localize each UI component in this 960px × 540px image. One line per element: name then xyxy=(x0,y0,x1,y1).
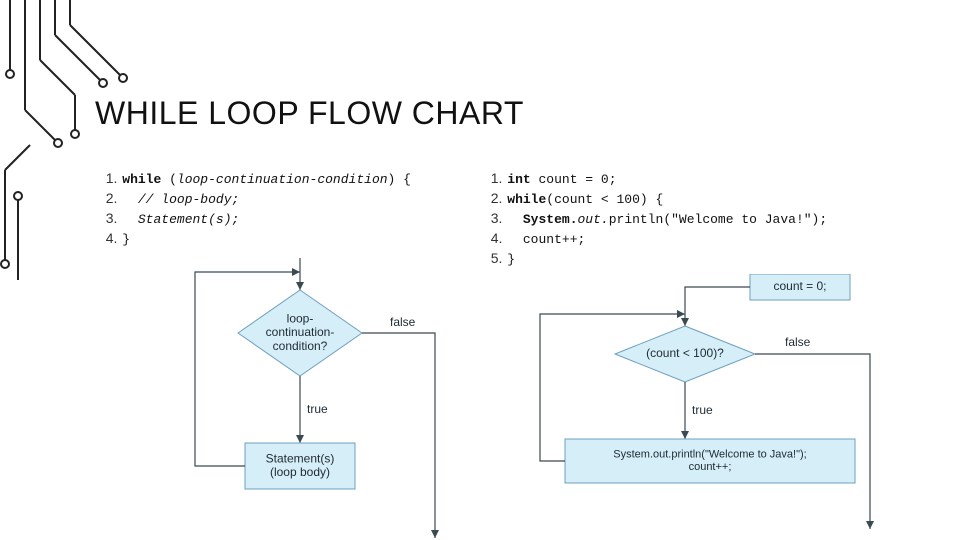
code-line: 3. Statement(s); xyxy=(95,210,480,228)
left-column: 1. while (loop-continuation-condition) { 2… xyxy=(95,170,480,540)
code-segment: count = 0; xyxy=(539,172,617,187)
generic-while-code: 1. while (loop-continuation-condition) { 2… xyxy=(95,170,480,248)
code-segment: System. xyxy=(507,212,577,227)
code-segment: Statement(s); xyxy=(122,212,239,227)
svg-text:count++;: count++; xyxy=(689,461,732,473)
line-number: 2. xyxy=(480,190,502,206)
code-line: 2. while(count < 100) { xyxy=(480,190,940,208)
code-segment: } xyxy=(122,232,130,247)
line-number: 1. xyxy=(480,170,502,186)
svg-text:false: false xyxy=(390,315,416,329)
code-line: 1. int count = 0; xyxy=(480,170,940,188)
example-while-code: 1. int count = 0; 2. while(count < 100) { 3.… xyxy=(480,170,940,268)
line-number: 1. xyxy=(95,170,117,186)
svg-text:false: false xyxy=(785,335,811,349)
code-line: 2. // loop-body; xyxy=(95,190,480,208)
code-segment: int xyxy=(507,172,538,187)
right-column: 1. int count = 0; 2. while(count < 100) { 3.… xyxy=(480,170,940,540)
line-number: 3. xyxy=(480,210,502,226)
code-segment: (count < 100) { xyxy=(546,192,663,207)
slide-title: WHILE LOOP FLOW CHART xyxy=(95,95,524,132)
line-number: 2. xyxy=(95,190,117,206)
svg-text:System.out.println("Welcome to: System.out.println("Welcome to Java!"); xyxy=(613,449,806,461)
code-line: 4. count++; xyxy=(480,230,940,248)
code-segment: count++; xyxy=(507,232,585,247)
code-line: 4.} xyxy=(95,230,480,248)
code-segment: out. xyxy=(578,212,609,227)
svg-text:(count < 100)?: (count < 100)? xyxy=(646,346,724,360)
line-number: 3. xyxy=(95,210,117,226)
svg-text:condition?: condition? xyxy=(273,339,328,353)
code-segment: } xyxy=(507,252,515,267)
generic-flowchart: loop-continuation-condition? true Statemen… xyxy=(135,258,480,540)
example-flowchart: count = 0; (count < 100)? true System.out.p… xyxy=(510,274,940,540)
code-line: 3. System.out.println("Welcome to Java!"… xyxy=(480,210,940,228)
svg-text:true: true xyxy=(307,402,328,416)
svg-text:(loop body): (loop body) xyxy=(270,465,330,479)
svg-text:true: true xyxy=(692,403,713,417)
code-segment: // loop-body; xyxy=(122,192,239,207)
code-segment: loop-continuation-condition xyxy=(177,172,388,187)
code-segment: while xyxy=(122,172,161,187)
line-number: 4. xyxy=(95,230,117,246)
code-segment: ( xyxy=(161,172,177,187)
line-number: 5. xyxy=(480,250,502,266)
line-number: 4. xyxy=(480,230,502,246)
code-line: 5.} xyxy=(480,250,940,268)
code-line: 1. while (loop-continuation-condition) { xyxy=(95,170,480,188)
svg-text:count = 0;: count = 0; xyxy=(773,279,826,293)
svg-text:loop-: loop- xyxy=(287,311,314,325)
svg-text:continuation-: continuation- xyxy=(266,325,335,339)
svg-text:Statement(s): Statement(s) xyxy=(266,451,335,465)
code-segment: ) { xyxy=(388,172,411,187)
code-segment: while xyxy=(507,192,546,207)
code-segment: println("Welcome to Java!"); xyxy=(609,212,827,227)
